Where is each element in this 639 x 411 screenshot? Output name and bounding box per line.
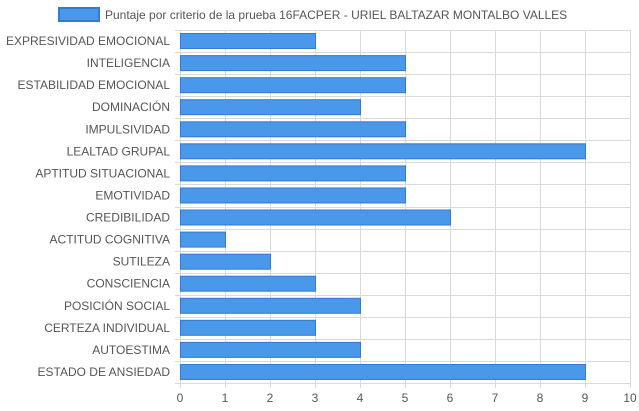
category-label: POSICIÓN SOCIAL <box>64 298 170 313</box>
bar[interactable] <box>180 99 361 116</box>
category-labels: EXPRESIVIDAD EMOCIONAL INTELIGENCIA ESTABI… <box>6 34 170 379</box>
x-tick-labels: 0 1 2 3 4 5 6 7 8 9 10 <box>177 391 637 405</box>
bar[interactable] <box>180 121 406 138</box>
x-tick-label: 8 <box>537 391 544 405</box>
category-label: ESTABILIDAD EMOCIONAL <box>18 78 171 92</box>
category-label: ACTITUD COGNITIVA <box>50 233 170 247</box>
bar[interactable] <box>180 231 226 248</box>
category-label: CREDIBILIDAD <box>86 211 170 225</box>
category-label: APTITUD SITUACIONAL <box>35 166 170 180</box>
category-label: SUTILEZA <box>113 255 170 269</box>
x-tick-label: 9 <box>582 391 589 405</box>
category-label: DOMINACIÓN <box>92 99 170 114</box>
category-label: LEALTAD GRUPAL <box>67 144 171 158</box>
x-tick-label: 6 <box>447 391 454 405</box>
category-label: ESTADO DE ANSIEDAD <box>38 365 171 379</box>
bar[interactable] <box>180 209 451 226</box>
bar[interactable] <box>180 341 361 358</box>
bar[interactable] <box>180 143 586 160</box>
category-label: AUTOESTIMA <box>92 343 170 357</box>
category-label: CONSCIENCIA <box>87 277 170 291</box>
bar[interactable] <box>180 297 361 314</box>
bar[interactable] <box>180 187 406 204</box>
legend-label: Puntaje por criterio de la prueba 16FACP… <box>105 8 567 22</box>
x-tick-label: 7 <box>492 391 499 405</box>
bar[interactable] <box>180 319 316 336</box>
x-tick-label: 2 <box>267 391 274 405</box>
bar[interactable] <box>180 55 406 72</box>
x-tick-label: 1 <box>222 391 229 405</box>
category-label: INTELIGENCIA <box>87 56 170 70</box>
bar[interactable] <box>180 33 316 49</box>
x-tick-label: 4 <box>357 391 364 405</box>
x-tick-label: 10 <box>623 391 637 405</box>
legend-swatch <box>58 7 100 22</box>
x-tick-label: 5 <box>402 391 409 405</box>
bar[interactable] <box>180 77 406 94</box>
x-tick-label: 0 <box>177 391 184 405</box>
legend[interactable]: Puntaje por criterio de la prueba 16FACP… <box>58 7 567 22</box>
category-label: EXPRESIVIDAD EMOCIONAL <box>6 34 170 48</box>
bar[interactable] <box>180 165 406 182</box>
bar[interactable] <box>180 364 586 380</box>
category-label: CERTEZA INDIVIDUAL <box>44 321 170 335</box>
x-tick-label: 3 <box>312 391 319 405</box>
category-label: IMPULSIVIDAD <box>85 122 170 136</box>
bar[interactable] <box>180 253 271 270</box>
category-label: EMOTIVIDAD <box>95 189 170 203</box>
bar[interactable] <box>180 275 316 292</box>
bars <box>180 33 586 380</box>
